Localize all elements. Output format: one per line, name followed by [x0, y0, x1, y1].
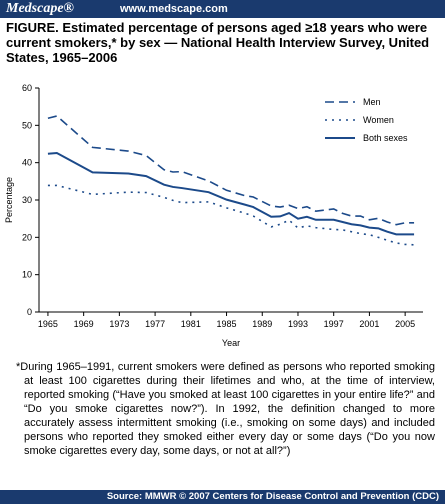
- y-tick-label: 50: [22, 120, 32, 130]
- legend-label: Women: [363, 115, 394, 125]
- y-tick-label: 30: [22, 195, 32, 205]
- x-tick-label: 2001: [359, 319, 379, 329]
- line-dashed: [47, 115, 415, 226]
- x-tick-label: 1981: [181, 319, 201, 329]
- x-tick-label: 2005: [395, 319, 415, 329]
- line-solid: [47, 151, 415, 236]
- legend-label: Both sexes: [363, 133, 408, 143]
- legend-label: Men: [363, 97, 381, 107]
- x-tick-label: 1973: [109, 319, 129, 329]
- x-tick-label: 1993: [288, 319, 308, 329]
- chart-title: FIGURE. Estimated percentage of persons …: [6, 20, 430, 65]
- x-tick-label: 1997: [324, 319, 344, 329]
- url[interactable]: www.medscape.com: [120, 3, 228, 15]
- y-tick-label: 40: [22, 158, 32, 168]
- x-tick-label: 1969: [74, 319, 94, 329]
- x-axis-label: Year: [222, 338, 240, 348]
- x-tick-label: 1965: [38, 319, 58, 329]
- footnote: *During 1965–1991, current smokers were …: [16, 361, 435, 457]
- x-tick-label: 1977: [145, 319, 165, 329]
- line-dotted: [47, 184, 415, 246]
- source: Source: MMWR © 2007 Centers for Disease …: [0, 490, 445, 504]
- brand[interactable]: Medscape®: [6, 1, 74, 16]
- y-axis-label: Percentage: [4, 177, 14, 223]
- chart: 0 10 20 30 40 50 60 1965 1969 1973 1977 1981 1985 198…: [4, 83, 423, 348]
- x-tick-label: 1989: [252, 319, 272, 329]
- y-tick-label: 60: [22, 83, 32, 93]
- y-tick-label: 20: [22, 232, 32, 242]
- x-tick-label: 1985: [217, 319, 237, 329]
- y-tick-label: 0: [27, 307, 32, 317]
- y-tick-label: 10: [22, 270, 32, 280]
- header-bar: Medscape® www.medscape.com: [0, 0, 445, 18]
